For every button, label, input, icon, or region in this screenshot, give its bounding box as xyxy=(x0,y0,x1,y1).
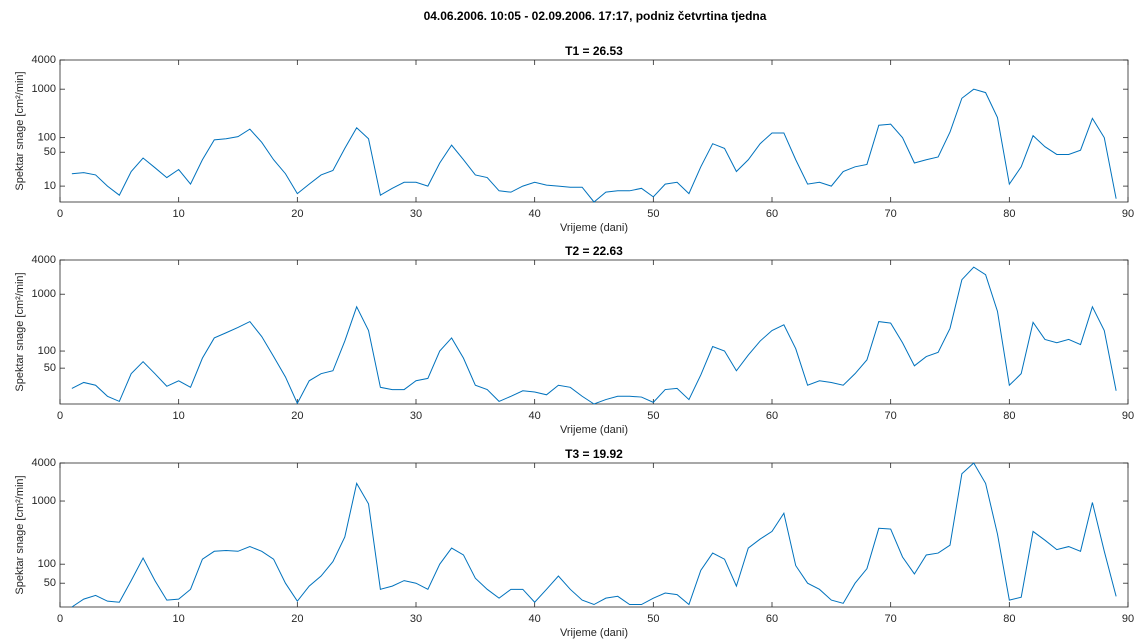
x-tick-label: 0 xyxy=(57,410,63,422)
x-tick-label: 20 xyxy=(291,208,303,220)
x-tick-label: 60 xyxy=(766,208,778,220)
x-tick-label: 90 xyxy=(1122,208,1134,220)
x-axis-label: Vrijeme (dani) xyxy=(560,222,628,234)
x-tick-label: 20 xyxy=(291,410,303,422)
subplot-title: T1 = 26.53 xyxy=(565,44,623,58)
y-tick-label: 4000 xyxy=(32,254,56,266)
y-tick-label: 50 xyxy=(44,146,56,158)
x-tick-label: 20 xyxy=(291,613,303,625)
data-line xyxy=(71,266,1117,405)
y-tick-label: 1000 xyxy=(32,83,56,95)
x-tick-label: 0 xyxy=(57,613,63,625)
x-tick-label: 90 xyxy=(1122,410,1134,422)
y-tick-label: 50 xyxy=(44,362,56,374)
x-tick-label: 70 xyxy=(885,410,897,422)
x-tick-label: 50 xyxy=(647,410,659,422)
data-line xyxy=(71,88,1117,203)
y-tick-label: 100 xyxy=(38,345,56,357)
x-tick-label: 10 xyxy=(173,208,185,220)
x-tick-label: 70 xyxy=(885,208,897,220)
y-tick-label: 4000 xyxy=(32,457,56,469)
x-tick-label: 60 xyxy=(766,410,778,422)
y-tick-label: 100 xyxy=(38,132,56,144)
x-axis-label: Vrijeme (dani) xyxy=(560,627,628,639)
subplot-title: T3 = 19.92 xyxy=(565,447,623,461)
plot-area xyxy=(59,259,1129,405)
x-tick-label: 40 xyxy=(529,208,541,220)
x-tick-label: 80 xyxy=(1003,613,1015,625)
y-axis-label: Spektar snage [cm²/min] xyxy=(14,272,26,391)
x-tick-label: 30 xyxy=(410,410,422,422)
subplot: T1 = 26.53 Vrijeme (dani) Spektar snage [c… xyxy=(14,44,1134,234)
x-tick-label: 80 xyxy=(1003,410,1015,422)
plot-area xyxy=(59,462,1129,608)
x-tick-label: 50 xyxy=(647,613,659,625)
y-tick-label: 100 xyxy=(38,558,56,570)
x-tick-label: 40 xyxy=(529,410,541,422)
subplot: T2 = 22.63 Vrijeme (dani) Spektar snage [c… xyxy=(14,244,1134,436)
subplot-title: T2 = 22.63 xyxy=(565,244,623,258)
x-tick-label: 80 xyxy=(1003,208,1015,220)
figure-title: 04.06.2006. 10:05 - 02.09.2006. 17:17, p… xyxy=(424,9,767,23)
x-axis-label: Vrijeme (dani) xyxy=(560,424,628,436)
x-tick-label: 30 xyxy=(410,208,422,220)
plot-area xyxy=(59,59,1129,203)
y-axis-label: Spektar snage [cm²/min] xyxy=(14,71,26,190)
data-line xyxy=(71,462,1117,608)
x-tick-label: 70 xyxy=(885,613,897,625)
x-tick-label: 60 xyxy=(766,613,778,625)
y-tick-label: 1000 xyxy=(32,495,56,507)
x-tick-label: 10 xyxy=(173,613,185,625)
x-tick-label: 30 xyxy=(410,613,422,625)
x-tick-label: 50 xyxy=(647,208,659,220)
y-tick-label: 4000 xyxy=(32,54,56,66)
y-axis-label: Spektar snage [cm²/min] xyxy=(14,475,26,594)
subplot: T3 = 19.92 Vrijeme (dani) Spektar snage [c… xyxy=(14,447,1134,639)
x-tick-label: 40 xyxy=(529,613,541,625)
y-tick-label: 1000 xyxy=(32,288,56,300)
y-tick-label: 50 xyxy=(44,577,56,589)
x-tick-label: 0 xyxy=(57,208,63,220)
x-tick-label: 10 xyxy=(173,410,185,422)
x-tick-label: 90 xyxy=(1122,613,1134,625)
y-tick-label: 10 xyxy=(44,180,56,192)
